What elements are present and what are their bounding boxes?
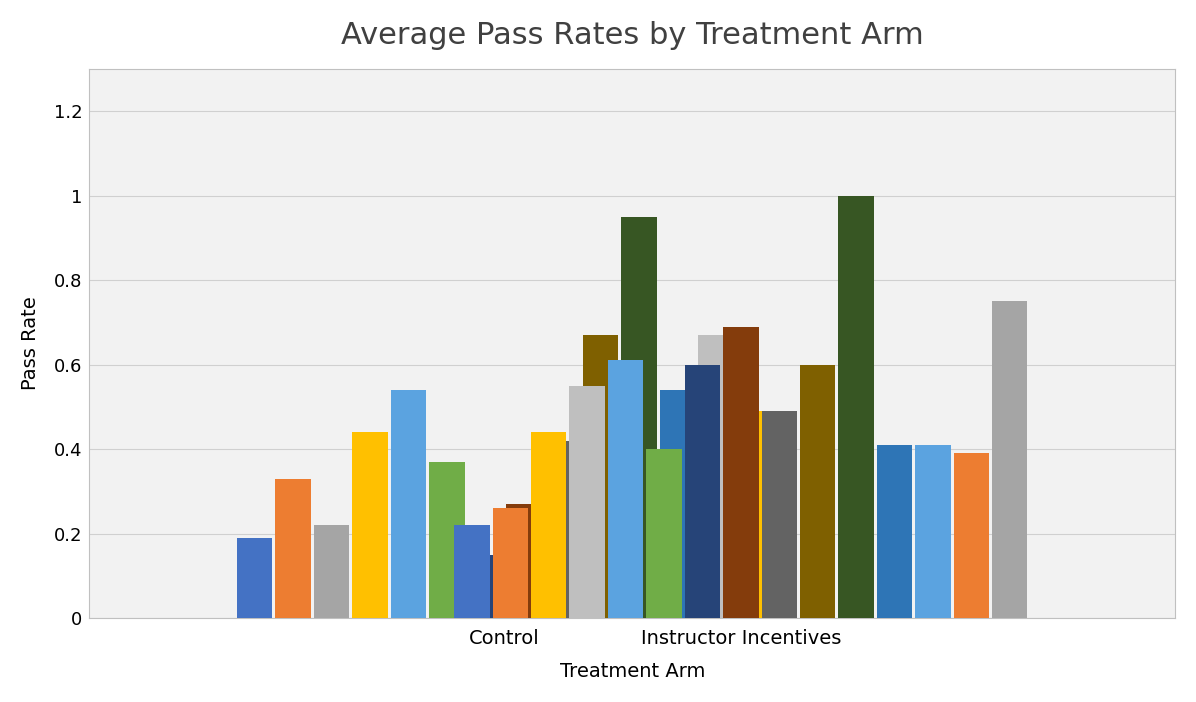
Bar (659, 390, 695, 618)
Bar (762, 411, 797, 618)
Bar (621, 217, 657, 618)
Bar (454, 525, 489, 618)
Bar (313, 525, 349, 618)
Bar (582, 335, 618, 618)
Bar (391, 390, 426, 618)
Y-axis label: Pass Rate: Pass Rate (20, 297, 39, 390)
Bar (468, 555, 504, 618)
Bar (915, 445, 951, 618)
Bar (531, 432, 567, 618)
Bar (800, 364, 835, 618)
Bar (724, 326, 758, 618)
Bar (237, 538, 273, 618)
Bar (953, 453, 989, 618)
Bar (493, 508, 529, 618)
Bar (429, 462, 464, 618)
Bar (353, 432, 388, 618)
Bar (646, 449, 682, 618)
Bar (877, 445, 913, 618)
Bar (544, 441, 580, 618)
Bar (569, 386, 605, 618)
Bar (737, 411, 771, 618)
Bar (838, 196, 874, 618)
Bar (608, 360, 643, 618)
Bar (684, 364, 720, 618)
Title: Average Pass Rates by Treatment Arm: Average Pass Rates by Treatment Arm (341, 21, 923, 50)
Bar (275, 479, 311, 618)
X-axis label: Treatment Arm: Treatment Arm (560, 662, 704, 681)
Bar (991, 301, 1027, 618)
Bar (506, 504, 542, 618)
Bar (698, 335, 733, 618)
